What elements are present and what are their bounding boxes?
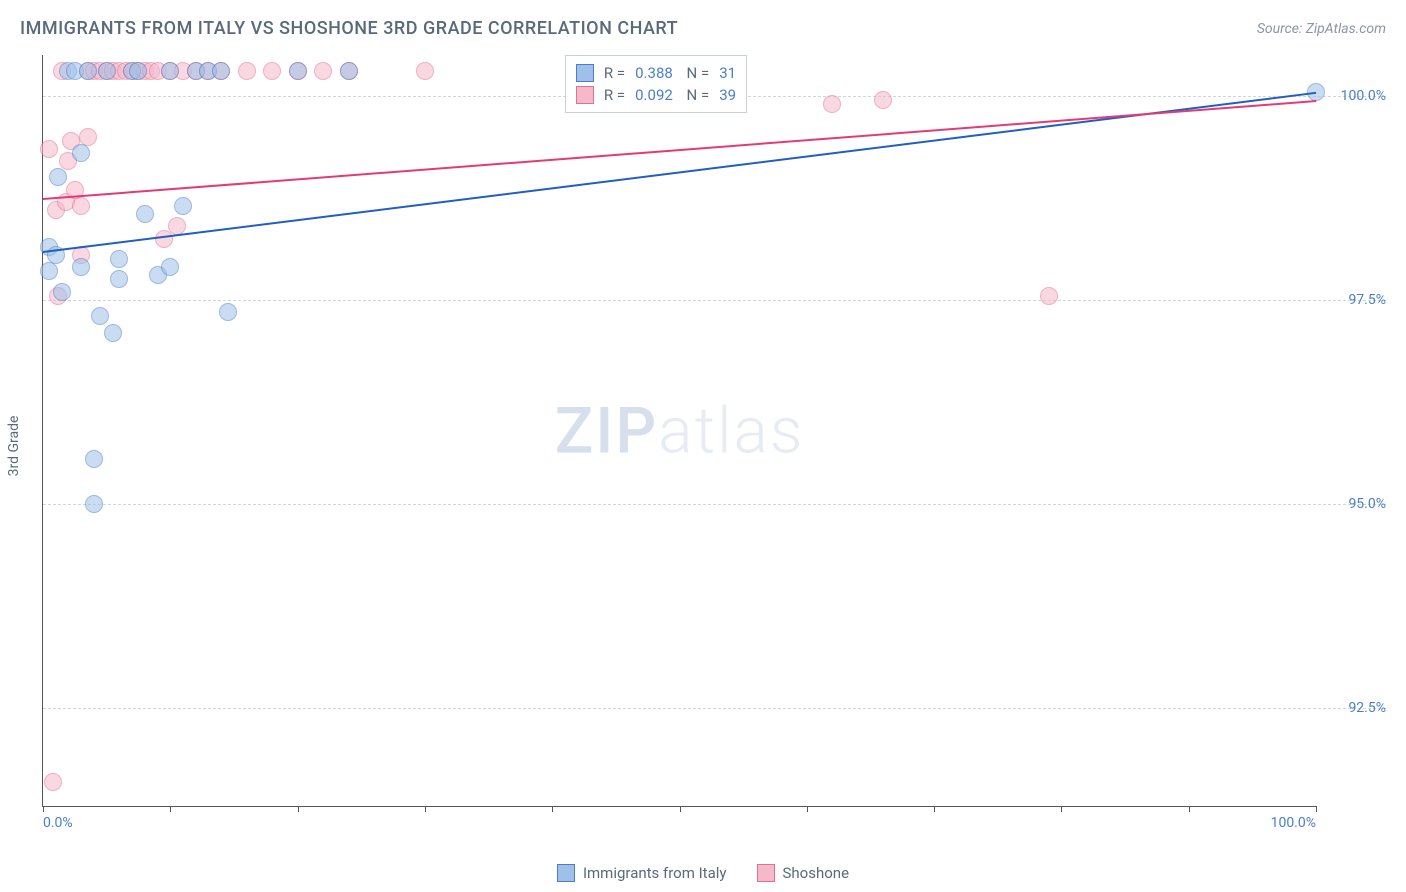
x-tick [43,806,44,812]
x-tick [298,806,299,812]
stat-N-label: N = [683,86,709,104]
x-tick [934,806,935,812]
stats-row: R = 0.388 N = 31 [576,62,736,84]
scatter-point [416,62,434,80]
gridline-h [43,504,1386,505]
scatter-point [110,270,128,288]
x-tick [1316,806,1317,812]
scatter-point [91,307,109,325]
watermark: ZIPatlas [555,393,805,468]
legend-item: Shoshone [757,864,850,882]
legend-label: Shoshone [783,864,850,882]
watermark-brand-b: atlas [658,393,804,468]
legend-swatch [757,864,775,882]
trend-line [43,100,1316,200]
scatter-point [85,495,103,513]
source-attribution: Source: ZipAtlas.com [1257,21,1386,37]
scatter-point [79,62,97,80]
x-tick [1061,806,1062,812]
scatter-point [238,62,256,80]
scatter-point [49,168,67,186]
y-tick-label: 97.5% [1322,292,1386,308]
legend-item: Immigrants from Italy [557,864,727,882]
watermark-brand-a: ZIP [555,393,659,468]
scatter-point [79,128,97,146]
scatter-point [289,62,307,80]
series-swatch [576,64,594,82]
scatter-point [53,283,71,301]
scatter-point [1040,287,1058,305]
stats-row: R = 0.092 N = 39 [576,84,736,106]
scatter-point [72,258,90,276]
x-tick [552,806,553,812]
y-tick-label: 92.5% [1322,700,1386,716]
scatter-point [874,91,892,109]
scatter-point [219,303,237,321]
correlation-stats-box: R = 0.388 N = 31 R = 0.092 N = 39 [565,55,747,113]
scatter-point [110,250,128,268]
x-tick [425,806,426,812]
scatter-point [104,324,122,342]
scatter-point [823,95,841,113]
x-tick [1189,806,1190,812]
scatter-point [98,62,116,80]
x-tick-label: 100.0% [1271,815,1316,831]
scatter-point [40,262,58,280]
legend-swatch [557,864,575,882]
chart-container: 3rd Grade ZIPatlas 92.5%95.0%97.5%100.0%… [42,55,1386,837]
scatter-point [72,144,90,162]
stat-R-label: R = [604,64,625,82]
scatter-point [212,62,230,80]
legend-label: Immigrants from Italy [583,864,727,882]
scatter-point [161,62,179,80]
stat-R-label: R = [604,86,625,104]
stat-N-value: 31 [719,64,736,82]
plot-area: ZIPatlas 92.5%95.0%97.5%100.0%0.0%100.0%… [42,55,1316,807]
y-tick-label: 100.0% [1322,88,1386,104]
y-tick-label: 95.0% [1322,496,1386,512]
x-tick [170,806,171,812]
x-tick [807,806,808,812]
scatter-point [85,450,103,468]
x-tick-label: 0.0% [43,815,73,831]
stat-N-value: 39 [719,86,736,104]
x-tick [680,806,681,812]
chart-title: IMMIGRANTS FROM ITALY VS SHOSHONE 3RD GR… [20,18,678,39]
scatter-point [161,258,179,276]
header-bar: IMMIGRANTS FROM ITALY VS SHOSHONE 3RD GR… [0,0,1406,39]
scatter-point [40,140,58,158]
scatter-point [174,197,192,215]
y-axis-title: 3rd Grade [6,416,22,477]
legend: Immigrants from Italy Shoshone [0,864,1406,882]
scatter-point [129,62,147,80]
stat-N-label: N = [683,64,709,82]
scatter-point [136,205,154,223]
gridline-h [43,708,1386,709]
stat-R-value: 0.092 [635,86,673,104]
scatter-point [263,62,281,80]
series-swatch [576,86,594,104]
scatter-point [314,62,332,80]
gridline-h [43,300,1386,301]
stat-R-value: 0.388 [635,64,673,82]
scatter-point [340,62,358,80]
scatter-point [72,197,90,215]
scatter-point [44,773,62,791]
